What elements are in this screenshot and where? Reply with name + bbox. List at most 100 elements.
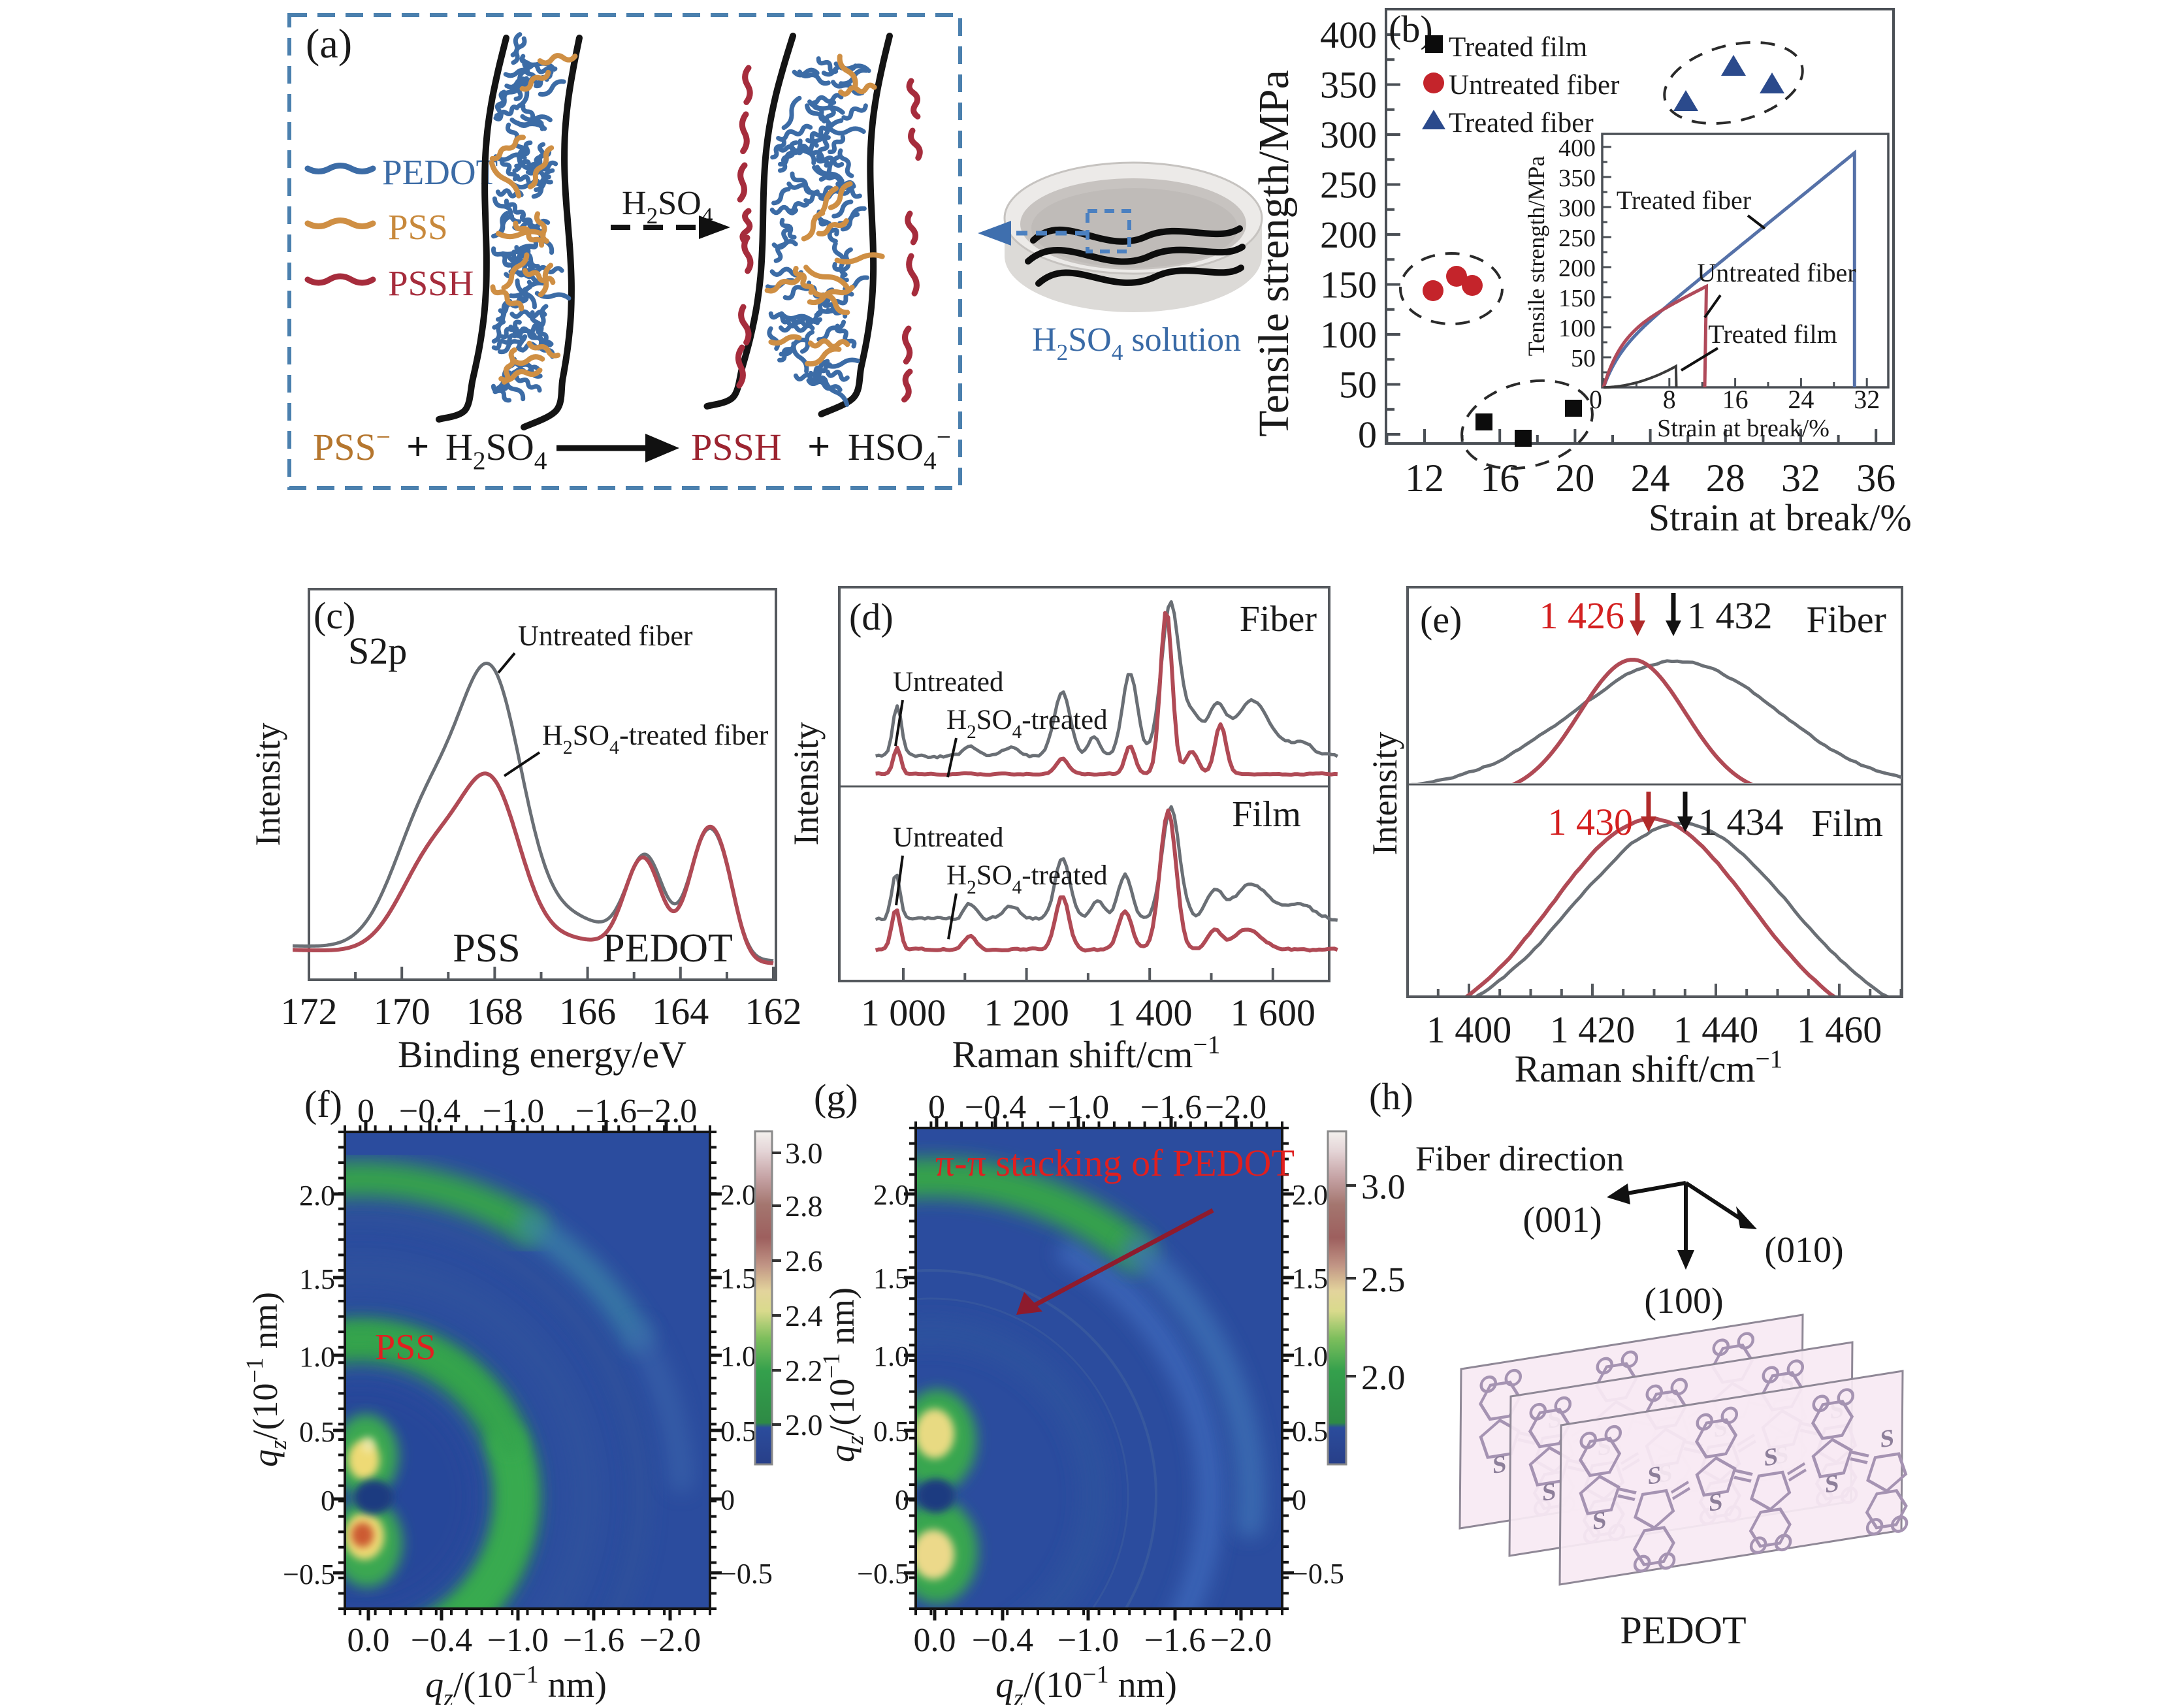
svg-text:150: 150 (1558, 285, 1596, 312)
svg-text:−0.5: −0.5 (283, 1558, 335, 1590)
svg-text:−1.6: −1.6 (1144, 1622, 1206, 1659)
svg-text:(e): (e) (1420, 598, 1462, 641)
svg-text:0: 0 (1292, 1484, 1306, 1516)
svg-text:1 430: 1 430 (1548, 801, 1634, 843)
svg-text:0.5: 0.5 (720, 1415, 756, 1447)
svg-text:100: 100 (1558, 315, 1596, 342)
svg-text:−1.6: −1.6 (563, 1622, 624, 1659)
svg-text:0.0: 0.0 (914, 1622, 956, 1659)
svg-text:−1.0: −1.0 (1048, 1089, 1109, 1126)
svg-text:Tensile strength/MPa: Tensile strength/MPa (1250, 70, 1298, 437)
svg-text:Fiber direction: Fiber direction (1415, 1139, 1624, 1178)
svg-text:162: 162 (745, 990, 802, 1033)
svg-text:−0.4: −0.4 (399, 1093, 460, 1130)
svg-text:1.0: 1.0 (873, 1340, 909, 1372)
svg-text:−0.4: −0.4 (972, 1622, 1033, 1659)
svg-text:PSS: PSS (453, 926, 520, 971)
svg-text:1 600: 1 600 (1231, 991, 1316, 1034)
svg-text:−0.4: −0.4 (411, 1622, 472, 1659)
svg-text:1.0: 1.0 (720, 1340, 756, 1372)
svg-text:Treated film: Treated film (1449, 32, 1587, 63)
svg-text:−0.5: −0.5 (857, 1558, 909, 1590)
svg-text:π-π stacking of PEDOT: π-π stacking of PEDOT (935, 1142, 1295, 1184)
svg-text:50: 50 (1571, 345, 1596, 372)
svg-text:PSS: PSS (375, 1327, 436, 1368)
svg-text:0: 0 (357, 1093, 374, 1130)
svg-text:Untreated fiber: Untreated fiber (1449, 70, 1619, 101)
svg-text:S: S (1492, 1450, 1506, 1479)
svg-text:−1.6: −1.6 (1140, 1089, 1202, 1126)
svg-text:2.8: 2.8 (785, 1189, 823, 1223)
svg-text:−0.5: −0.5 (720, 1558, 773, 1590)
svg-text:Untreated: Untreated (893, 667, 1004, 698)
svg-text:2.0: 2.0 (873, 1179, 909, 1211)
svg-text:168: 168 (466, 990, 523, 1033)
svg-text:S: S (1592, 1506, 1606, 1536)
svg-text:Raman shift/cm−1​: Raman shift/cm−1​ (952, 1030, 1221, 1076)
svg-text:(100): (100) (1644, 1281, 1723, 1321)
svg-text:H2​SO4​: H2​SO4​ (622, 185, 713, 229)
svg-text:Tensile strength/MPa: Tensile strength/MPa (1523, 156, 1549, 356)
svg-text:0: 0 (1358, 413, 1377, 456)
svg-text:−0.4: −0.4 (965, 1089, 1026, 1126)
svg-text:1 400: 1 400 (1107, 991, 1193, 1034)
svg-text:170: 170 (374, 990, 430, 1033)
svg-text:qz​/(10−1​ nm): qz​/(10−1​ nm) (995, 1661, 1177, 1705)
svg-text:PSSH: PSSH (691, 426, 782, 468)
svg-text:(f): (f) (304, 1083, 342, 1125)
svg-text:−2.0: −2.0 (639, 1622, 701, 1659)
svg-text:400: 400 (1320, 14, 1377, 56)
svg-text:164: 164 (652, 990, 709, 1033)
svg-text:24: 24 (1788, 385, 1814, 414)
svg-text:1 434: 1 434 (1698, 801, 1784, 843)
svg-text:S: S (1764, 1442, 1777, 1472)
svg-text:(010): (010) (1764, 1230, 1843, 1270)
svg-text:−1.6: −1.6 (575, 1093, 637, 1130)
svg-text:0.5: 0.5 (1292, 1415, 1328, 1447)
svg-text:2.2: 2.2 (785, 1354, 823, 1387)
svg-text:PSSH: PSSH (388, 263, 474, 303)
svg-text:+: + (807, 425, 830, 469)
svg-text:28: 28 (1706, 457, 1745, 500)
svg-text:Treated fiber: Treated fiber (1449, 108, 1594, 138)
svg-text:(h): (h) (1369, 1075, 1413, 1118)
svg-text:150: 150 (1320, 264, 1377, 306)
svg-text:−2.0: −2.0 (1205, 1089, 1266, 1126)
svg-text:16: 16 (1722, 385, 1749, 414)
svg-text:PEDOT: PEDOT (382, 152, 498, 192)
svg-text:Film: Film (1232, 794, 1301, 835)
svg-text:(d): (d) (849, 596, 894, 638)
svg-text:Untreated fiber: Untreated fiber (1697, 258, 1856, 287)
svg-text:100: 100 (1320, 314, 1377, 356)
svg-text:1.5: 1.5 (720, 1263, 756, 1295)
svg-text:qz​/(10−1​ nm): qz​/(10−1​ nm) (425, 1661, 607, 1705)
svg-text:0: 0 (720, 1484, 735, 1516)
svg-text:166: 166 (559, 990, 616, 1033)
svg-text:H2​SO4​ solution: H2​SO4​ solution (1032, 321, 1241, 365)
svg-text:−2.0: −2.0 (636, 1093, 697, 1130)
svg-text:0: 0 (321, 1485, 335, 1517)
svg-text:2.5: 2.5 (1361, 1260, 1406, 1299)
svg-text:200: 200 (1558, 255, 1596, 282)
svg-text:Fiber: Fiber (1807, 598, 1886, 641)
svg-text:2.0: 2.0 (785, 1408, 823, 1442)
svg-text:1 460: 1 460 (1797, 1008, 1882, 1051)
svg-text:PEDOT: PEDOT (1620, 1609, 1746, 1652)
svg-text:−0.5: −0.5 (1292, 1558, 1344, 1590)
svg-text:20: 20 (1555, 457, 1594, 500)
svg-text:32: 32 (1854, 385, 1880, 414)
svg-text:172: 172 (281, 990, 338, 1033)
svg-text:1.5: 1.5 (873, 1263, 909, 1295)
svg-text:0.5: 0.5 (873, 1415, 909, 1447)
svg-text:2.0: 2.0 (1292, 1179, 1328, 1211)
svg-text:Untreated: Untreated (893, 822, 1004, 853)
svg-text:0: 0 (895, 1484, 909, 1516)
svg-text:8: 8 (1663, 385, 1676, 414)
svg-text:400: 400 (1558, 135, 1596, 162)
svg-text:−1.0: −1.0 (483, 1093, 544, 1130)
svg-text:50: 50 (1339, 364, 1377, 406)
svg-text:3.0: 3.0 (1361, 1167, 1406, 1206)
svg-text:0: 0 (1589, 385, 1602, 414)
svg-text:1 440: 1 440 (1673, 1008, 1759, 1051)
svg-text:PEDOT: PEDOT (602, 926, 733, 971)
